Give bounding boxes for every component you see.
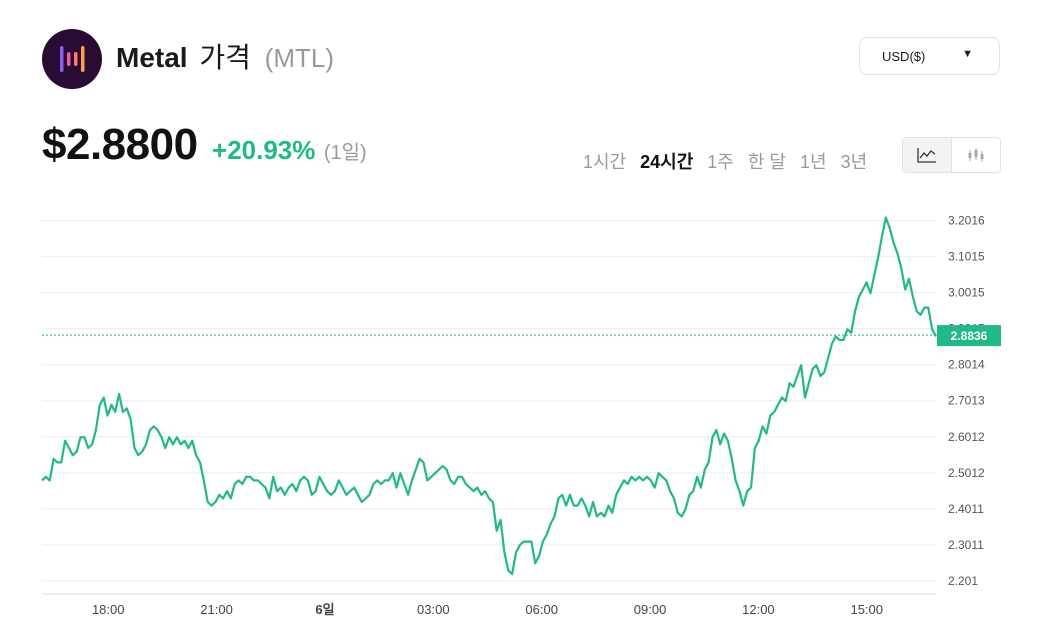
change-period: (1일) (323, 142, 367, 164)
price-row: $2.8800 +20.93% (1일) (42, 120, 367, 170)
coin-title: Metal 가격 (MTL) (116, 40, 334, 76)
candlestick-icon (968, 148, 984, 162)
x-tick-label: 03:00 (417, 602, 450, 617)
current-price: $2.8800 (42, 120, 198, 169)
x-tick-label: 09:00 (634, 602, 667, 617)
x-tick-label: 18:00 (92, 602, 125, 617)
price-series-line (41, 216, 937, 576)
line-chart-button[interactable] (903, 138, 952, 172)
x-tick-label: 15:00 (850, 602, 883, 617)
x-tick-label: 06:00 (525, 602, 558, 617)
coin-symbol: (MTL) (264, 43, 334, 73)
y-tick-label: 3.2016 (948, 214, 985, 228)
metal-logo-icon (42, 29, 102, 89)
currency-select[interactable]: USD($) ▼ (859, 37, 1000, 75)
current-value-label: 2.8836 (951, 329, 988, 343)
candlestick-chart-button[interactable] (952, 138, 1000, 172)
price-change: +20.93% (212, 135, 316, 165)
y-tick-label: 2.3011 (948, 538, 984, 552)
y-tick-label: 2.4011 (948, 502, 984, 516)
tab-3y[interactable]: 3년 (840, 152, 868, 172)
line-chart-icon (917, 148, 936, 163)
y-tick-label: 2.201 (948, 574, 978, 588)
caret-down-icon: ▼ (962, 48, 973, 60)
y-tick-label: 3.0015 (948, 286, 985, 300)
price-chart: 3.20163.10153.00152.90152.80142.70132.60… (41, 214, 1001, 617)
tab-24h[interactable]: 24시간 (640, 152, 694, 172)
y-tick-label: 2.7013 (948, 394, 985, 408)
tab-1y[interactable]: 1년 (800, 152, 827, 172)
x-tick-label: 21:00 (200, 602, 233, 617)
tab-1m[interactable]: 한 달 (747, 152, 786, 172)
current-value-badge (937, 325, 1001, 347)
chart-type-toggle (902, 137, 1001, 173)
x-tick-label: 12:00 (742, 602, 775, 617)
x-tick-label: 6일 (315, 602, 334, 617)
y-tick-label: 2.8014 (948, 358, 985, 372)
coin-name: Metal (116, 42, 188, 73)
y-tick-label: 3.1015 (948, 250, 985, 264)
coin-price-label: 가격 (199, 42, 251, 73)
tab-1w[interactable]: 1주 (707, 152, 734, 172)
time-range-tabs: 1시간 24시간 1주 한 달 1년 3년 (583, 148, 881, 174)
y-tick-label: 2.5012 (948, 466, 985, 480)
y-tick-label: 2.6012 (948, 430, 985, 444)
tab-1h[interactable]: 1시간 (583, 152, 627, 172)
currency-select-label: USD($) (882, 49, 926, 64)
